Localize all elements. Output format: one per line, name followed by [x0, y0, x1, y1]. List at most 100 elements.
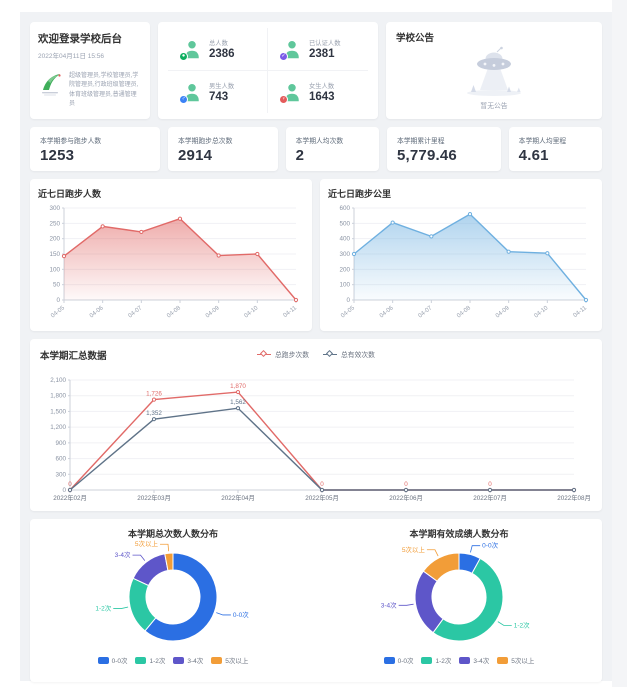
svg-text:04-11: 04-11 — [573, 305, 589, 319]
kpi-label: 本学期人均里程 — [518, 137, 567, 145]
kpi-card-runners: 本学期参与跑步人数 1253 — [30, 127, 160, 171]
legend-swatch — [421, 656, 433, 664]
male-badge-icon: ♂ — [179, 94, 188, 104]
svg-text:200: 200 — [339, 266, 350, 273]
svg-text:1,500: 1,500 — [50, 408, 66, 415]
weekly-people-chart-card: 近七日跑步人数 0 50 100 150 200 250 300 04-05 04-06 04-0… — [30, 179, 312, 331]
kpi-card-run-count: 本学期跑步总次数 2914 — [168, 127, 278, 171]
stat-total-people: ● 总人数 2386 — [168, 28, 268, 71]
legend-item-total-runs[interactable]: 总跑步次数 — [257, 349, 309, 359]
svg-text:1-2次: 1-2次 — [95, 604, 111, 613]
kpi-card-avg-count: 本学期人均次数 2 — [285, 127, 379, 171]
school-logo-icon — [38, 72, 64, 98]
stat-value: 743 — [209, 90, 229, 103]
kpi-value: 2 — [295, 146, 305, 164]
svg-text:04-06: 04-06 — [89, 305, 105, 320]
svg-text:500: 500 — [339, 220, 350, 227]
pie-legend: 0-0次 1-2次 3-4次 5次以上 — [383, 655, 534, 665]
kpi-card-total-mileage: 本学期累计里程 5,779.46 — [386, 127, 501, 171]
svg-text:400: 400 — [339, 236, 350, 243]
kpi-card-avg-mileage: 本学期人均里程 4.61 — [508, 127, 602, 171]
legend-item-1-2[interactable]: 1-2次 — [135, 655, 165, 665]
kpi-value: 4.61 — [518, 146, 549, 164]
svg-text:50: 50 — [53, 282, 61, 289]
legend-item-5plus[interactable]: 5次以上 — [211, 655, 248, 665]
stat-value: 2386 — [209, 47, 235, 60]
svg-text:300: 300 — [55, 471, 66, 478]
svg-text:900: 900 — [55, 440, 66, 447]
svg-text:04-06: 04-06 — [379, 305, 395, 320]
legend-label: 1-2次 — [435, 658, 452, 665]
stat-male-people: ♂ 男生人数 743 — [168, 70, 268, 113]
person-icon: ● — [179, 39, 202, 61]
svg-text:5次以上: 5次以上 — [135, 540, 159, 548]
svg-text:04-07: 04-07 — [418, 305, 434, 320]
svg-text:04-11: 04-11 — [283, 305, 299, 319]
chart-title: 近七日跑步人数 — [38, 189, 102, 199]
legend-item-3-4[interactable]: 3-4次 — [459, 655, 489, 665]
svg-text:250: 250 — [49, 220, 60, 227]
legend-swatch — [459, 656, 471, 664]
svg-text:1-2次: 1-2次 — [514, 620, 530, 629]
welcome-card: 欢迎登录学校后台 2022年04月11日 15:56 超级管理员,学校管理员,学… — [30, 22, 150, 119]
stat-value: 2381 — [309, 47, 335, 60]
svg-text:0: 0 — [320, 481, 324, 488]
dashboard-content: 欢迎登录学校后台 2022年04月11日 15:56 超级管理员,学校管理员,学… — [20, 12, 612, 682]
female-badge-icon: ♀ — [279, 94, 288, 104]
svg-text:2022年03月: 2022年03月 — [137, 493, 171, 502]
line-diamond-marker-icon — [323, 349, 337, 358]
legend-label: 总跑步次数 — [275, 352, 309, 359]
summary-legend: 总跑步次数 总有效次数 — [30, 349, 602, 359]
svg-text:3-4次: 3-4次 — [381, 600, 397, 609]
legend-item-3-4[interactable]: 3-4次 — [173, 655, 203, 665]
svg-text:04-09: 04-09 — [205, 305, 221, 320]
svg-text:0: 0 — [62, 487, 66, 494]
svg-text:0-0次: 0-0次 — [482, 541, 498, 550]
svg-text:0: 0 — [56, 297, 60, 304]
total-times-donut-chart: 0-0次 1-2次 3-4次 5次以上 — [95, 540, 249, 642]
summary-chart-title: 本学期汇总数据 — [40, 351, 107, 362]
svg-text:0: 0 — [488, 481, 492, 488]
legend-item-0-0[interactable]: 0-0次 — [383, 655, 413, 665]
legend-label: 总有效次数 — [341, 352, 375, 359]
scrollbar-track[interactable] — [612, 0, 627, 687]
pie-legend: 0-0次 1-2次 3-4次 5次以上 — [97, 655, 248, 665]
svg-text:1,726: 1,726 — [146, 391, 162, 398]
stat-label: 已认证人数 — [309, 39, 341, 47]
person-icon: ✓ — [279, 39, 302, 61]
svg-text:2022年02月: 2022年02月 — [53, 493, 87, 502]
legend-item-0-0[interactable]: 0-0次 — [97, 655, 127, 665]
semester-summary-card: 本学期汇总数据 总跑步次数 总有效次数 0 — [30, 339, 602, 511]
welcome-title: 欢迎登录学校后台 — [38, 33, 122, 45]
svg-text:200: 200 — [49, 236, 60, 243]
pie-title: 本学期有效成绩人数分布 — [409, 529, 509, 539]
legend-swatch — [173, 656, 185, 664]
legend-swatch — [97, 656, 109, 664]
svg-text:2022年05月: 2022年05月 — [305, 493, 339, 502]
distribution-card: 本学期总次数人数分布 0-0次 1-2次 3-4次 5次以上 0-0次 1-2次 3-… — [30, 519, 602, 682]
svg-text:1,200: 1,200 — [50, 424, 66, 431]
svg-text:2022年07月: 2022年07月 — [473, 493, 507, 502]
stat-label: 男生人数 — [209, 82, 235, 90]
svg-text:0: 0 — [404, 481, 408, 488]
svg-text:1,352: 1,352 — [146, 410, 162, 417]
kpi-value: 5,779.46 — [396, 146, 457, 164]
total-people-badge-icon: ● — [179, 51, 188, 61]
legend-item-1-2[interactable]: 1-2次 — [421, 655, 451, 665]
legend-item-5plus[interactable]: 5次以上 — [497, 655, 534, 665]
line-diamond-marker-icon — [257, 349, 272, 358]
announcement-empty-text: 暂无公告 — [480, 102, 508, 110]
svg-text:04-09: 04-09 — [495, 305, 511, 320]
chart-title: 近七日跑步公里 — [328, 189, 392, 199]
announcement-card: 学校公告 — [386, 22, 602, 119]
svg-text:600: 600 — [339, 205, 350, 212]
svg-text:04-10: 04-10 — [244, 305, 260, 320]
svg-text:04-05: 04-05 — [50, 305, 66, 320]
svg-text:2022年06月: 2022年06月 — [389, 493, 423, 502]
person-icon: ♂ — [179, 82, 202, 104]
weekly-km-area-chart: 0 100 200 300 400 500 600 04-05 04-06 04-07 04-08 0… — [339, 205, 589, 320]
overview-stats-card: ● 总人数 2386 ✓ 已认证人数 — [158, 22, 378, 119]
svg-text:2022年08月: 2022年08月 — [557, 493, 591, 502]
legend-item-valid-runs[interactable]: 总有效次数 — [323, 349, 375, 359]
